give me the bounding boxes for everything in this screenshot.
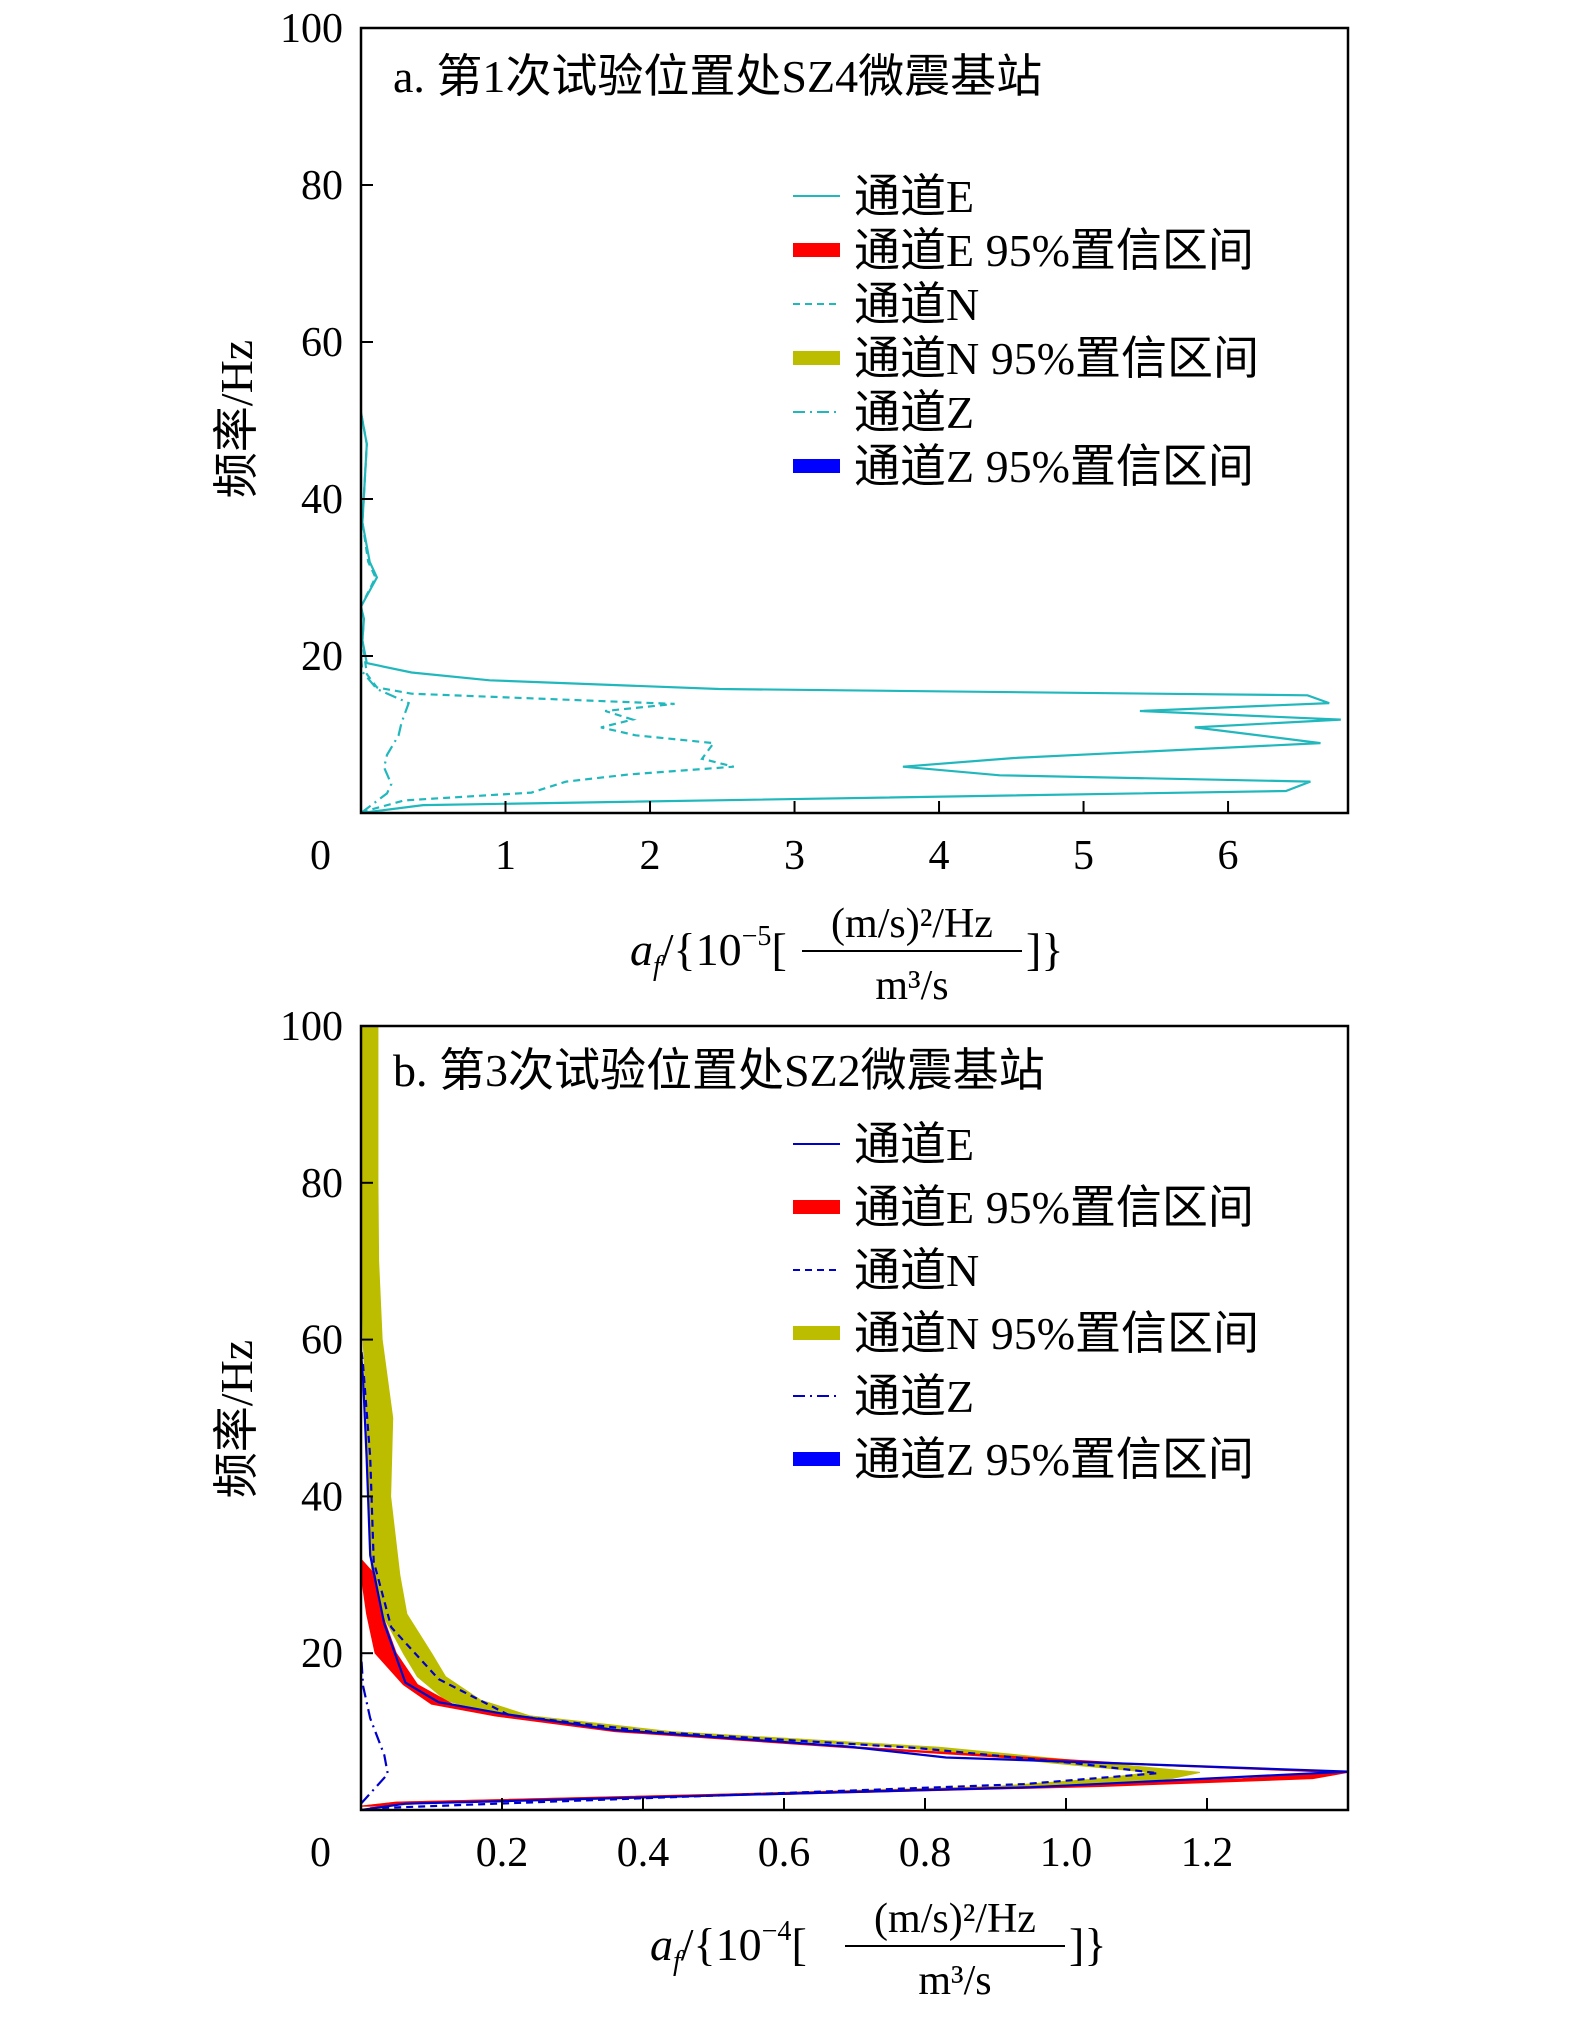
plot-frame [359,26,1350,815]
legend-label: 通道Z 95%置信区间 [854,441,1254,492]
plot-area [361,412,1341,813]
chart-a: 1 2 3 4 5 6 20 40 60 80 100 0 a. 第1次试验位置处SZ4微震基站频率/H… [211,6,1350,1009]
y-axis-label: 频率/Hz [211,1340,262,1498]
legend-item: 通道E 95%置信区间 [793,1182,1254,1233]
legend-item: 通道N 95%置信区间 [793,333,1259,384]
x-label-denominator: m³/s [918,1958,991,2004]
y-tick-label: 80 [301,163,343,209]
legend-swatch [793,243,840,257]
legend-item: 通道Z [793,1371,974,1422]
legend-item: 通道E 95%置信区间 [793,225,1254,276]
chart-title: b. 第3次试验位置处SZ2微震基站 [393,1045,1045,1096]
legend-label: 通道N [854,279,979,330]
series-line-dashdot [361,1653,389,1805]
x-axis-label: af/{10−5[ (m/s)²/Hz m³/s]} [630,901,1063,1009]
x-tick-label: 4 [929,833,950,879]
x-label-text: af/{10−5[ [630,921,787,982]
x-label-prefix: /{10 [661,924,742,975]
origin-label: 0 [310,1830,331,1876]
legend-swatch [793,1326,840,1340]
legend-item: 通道E [793,171,974,222]
plot-frame [359,1024,1350,1812]
x-tick-label: 1.2 [1181,1830,1234,1876]
x-tick-label: 0.8 [899,1830,952,1876]
x-label-prefix: /{10 [681,1919,762,1970]
legend-swatch [793,351,840,365]
x-tick-label: 6 [1218,833,1239,879]
legend-label: 通道E [854,171,974,222]
y-tick-label: 100 [280,1004,343,1050]
legend-item: 通道N [793,279,979,330]
legend-item: 通道N 95%置信区间 [793,1308,1259,1359]
legend-label: 通道N [854,1245,979,1296]
x-label-exponent: −5 [742,921,772,952]
chart-title: a. 第1次试验位置处SZ4微震基站 [393,51,1042,102]
legend-swatch [793,459,840,473]
legend-swatch [793,1452,840,1466]
chart-b: 0.2 0.4 0.6 0.8 1.0 1.2 20 40 60 80 100 0 b. 第3次试验位置… [211,1004,1350,2004]
x-axis-label: af/{10−4[ (m/s)²/Hz m³/s]} [650,1896,1106,2004]
legend-label: 通道Z 95%置信区间 [854,1434,1254,1485]
y-tick-label: 20 [301,634,343,680]
x-tick-label: 0.4 [617,1830,670,1876]
y-axis-label: 频率/Hz [211,340,262,498]
legend-label: 通道E [854,1119,974,1170]
x-tick-label: 2 [640,833,661,879]
legend-label: 通道Z [854,387,974,438]
series-line-solid [361,1352,1348,1810]
x-label-close-bracket: ]} [1069,1919,1106,1970]
x-label-numerator: (m/s)²/Hz [874,1896,1036,1942]
legend-label: 通道N 95%置信区间 [854,1308,1259,1359]
y-tick-label: 40 [301,477,343,523]
y-tick-label: 60 [301,1318,343,1364]
x-tick-label: 0.6 [758,1830,811,1876]
legend-item: 通道Z 95%置信区间 [793,441,1254,492]
x-label-denominator: m³/s [875,963,948,1009]
series-line-dashdot [361,655,411,813]
y-tick-label: 80 [301,1161,343,1207]
y-tick-label: 40 [301,1474,343,1520]
origin-label: 0 [310,833,331,879]
x-label-symbol: a [630,924,653,975]
y-tick-label: 60 [301,320,343,366]
x-tick-label: 1.0 [1040,1830,1093,1876]
x-label-exponent: −4 [762,1916,792,1947]
x-tick-label: 5 [1073,833,1094,879]
legend-swatch [793,1200,840,1214]
x-tick-label: 0.2 [476,1830,529,1876]
series-line-dashed [361,1347,1158,1810]
y-tick-label: 100 [280,6,343,52]
legend-item: 通道Z 95%置信区间 [793,1434,1254,1485]
legend-item: 通道E [793,1119,974,1170]
series-line-dashed [361,412,735,813]
x-tick-label: 3 [784,833,805,879]
series-line-solid [361,412,1341,813]
x-label-close-bracket: ]} [1026,924,1063,975]
legend-label: 通道E 95%置信区间 [854,1182,1254,1233]
plot-area [361,1026,1348,1810]
confidence-band [361,1026,1201,1807]
legend-label: 通道E 95%置信区间 [854,225,1254,276]
x-label-open-bracket: [ [771,924,786,975]
y-tick-label: 20 [301,1631,343,1677]
x-label-subscript: f [673,1946,684,1977]
x-label-text: af/{10−4[ [650,1916,807,1977]
x-label-symbol: a [650,1919,673,1970]
x-tick-label: 1 [495,833,516,879]
legend-label: 通道N 95%置信区间 [854,333,1259,384]
confidence-band [361,1558,1348,1807]
legend-label: 通道Z [854,1371,974,1422]
legend-item: 通道Z [793,387,974,438]
x-label-open-bracket: [ [791,1919,806,1970]
x-label-numerator: (m/s)²/Hz [831,901,993,947]
x-label-subscript: f [653,951,664,982]
legend-item: 通道N [793,1245,979,1296]
